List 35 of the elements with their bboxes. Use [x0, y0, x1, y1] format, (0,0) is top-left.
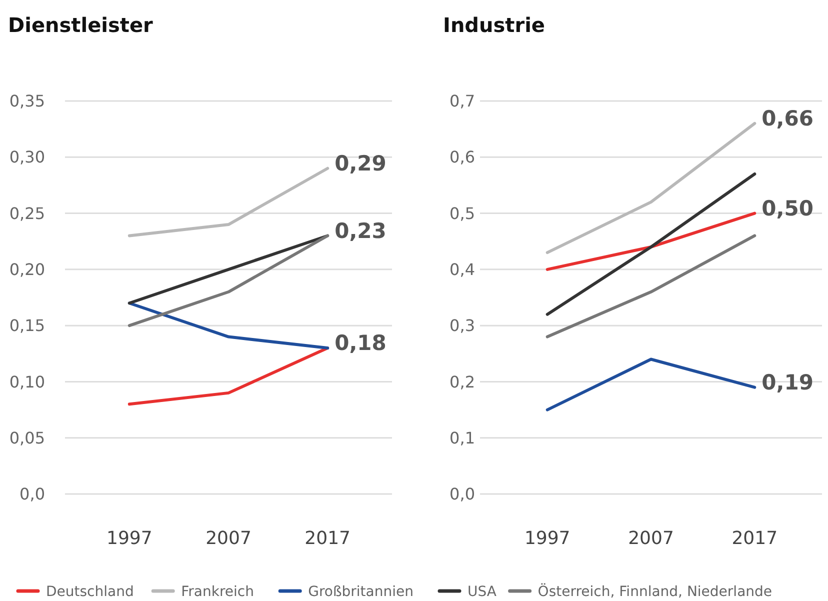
y-tick-label: 0,10	[9, 372, 45, 392]
y-tick-label: 0,3	[450, 316, 475, 336]
legend-label: Großbritannien	[308, 584, 414, 600]
chart-title: Industrie	[443, 13, 545, 37]
y-tick-label: 0,7	[450, 92, 475, 111]
legend-label: USA	[468, 584, 497, 600]
y-tick-label: 0,2	[450, 372, 475, 392]
x-tick-label: 1997	[106, 528, 152, 549]
annotation: 0,66	[762, 106, 814, 131]
annotation: 0,18	[334, 331, 386, 356]
annotation: 0,29	[334, 151, 386, 176]
x-tick-label: 1997	[524, 528, 570, 549]
legend-label: Deutschland	[46, 584, 134, 600]
annotation: 0,23	[334, 218, 386, 243]
y-tick-label: 0,15	[9, 316, 45, 336]
y-tick-label: 0,6	[450, 148, 475, 167]
y-tick-label: 0,20	[9, 260, 45, 280]
x-tick-label: 2007	[628, 528, 674, 549]
legend-label: Österreich, Finnland, Niederlande	[538, 582, 772, 600]
x-tick-label: 2007	[206, 528, 252, 549]
y-tick-label: 0,35	[9, 92, 45, 111]
y-tick-label: 0,5	[450, 204, 475, 223]
y-tick-label: 0,1	[450, 428, 475, 448]
annotation: 0,19	[762, 370, 814, 394]
x-tick-label: 2017	[304, 528, 350, 549]
chart-title: Dienstleister	[8, 13, 154, 37]
x-tick-label: 2017	[732, 528, 778, 549]
annotation: 0,50	[762, 196, 814, 220]
y-tick-label: 0,30	[9, 148, 45, 167]
y-tick-label: 0,0	[20, 484, 45, 504]
y-tick-label: 0,05	[9, 428, 45, 448]
legend-label: Frankreich	[181, 584, 254, 600]
y-tick-label: 0,25	[9, 204, 45, 223]
y-tick-label: 0,4	[450, 260, 475, 280]
y-tick-label: 0,0	[450, 484, 475, 504]
